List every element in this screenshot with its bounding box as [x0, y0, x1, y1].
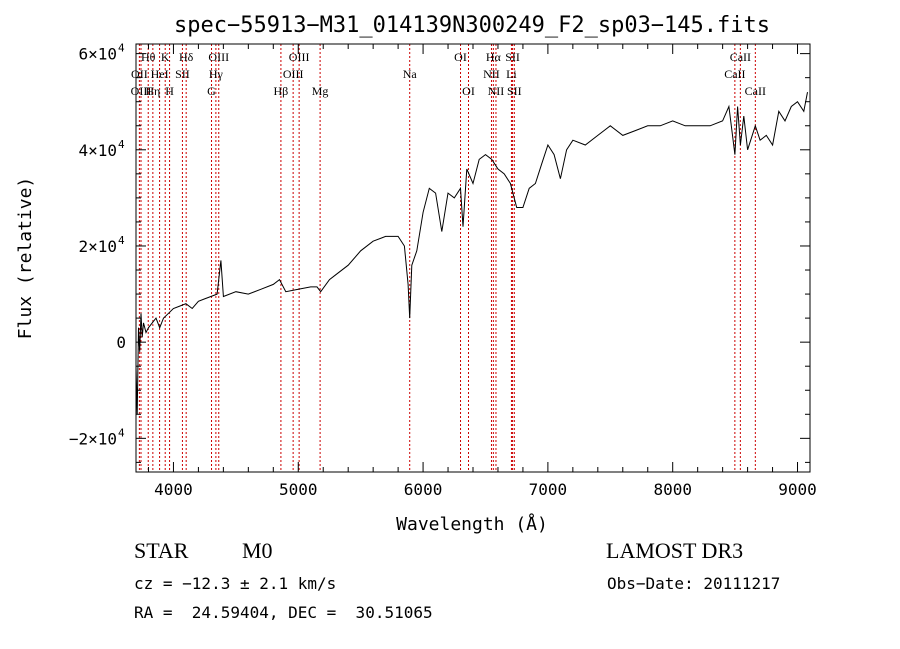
y-tick-label-0: −2×10: [69, 429, 117, 448]
y-tick-exponent-4: 4: [118, 42, 125, 55]
object-class: STAR: [134, 538, 189, 563]
spectral-line-label-22: SII: [505, 50, 520, 64]
spectral-line-label-7: SII: [175, 67, 190, 81]
y-tick-label-3: 4×10: [78, 141, 117, 160]
spectral-line-label-4: H: [165, 84, 174, 98]
x-tick-label-4: 8000: [653, 480, 692, 499]
spectral-line-label-17: OI: [454, 50, 467, 64]
spectral-line-label-14: OIII: [283, 67, 304, 81]
observation-date: Obs−Date: 20111217: [607, 574, 781, 593]
y-axis-label: Flux (relative): [15, 177, 36, 340]
spectral-line-label-15: Mg: [312, 84, 329, 98]
x-tick-label-0: 4000: [154, 480, 193, 499]
spectral-line-label-18: OI: [462, 84, 475, 98]
y-tick-label-2: 2×10: [78, 237, 117, 256]
spectral-line-label-13: OIII: [289, 50, 310, 64]
y-tick-label-4: 6×10: [78, 45, 117, 64]
x-tick-label-5: 9000: [778, 480, 817, 499]
coordinates: RA = 24.59404, DEC = 30.51065: [134, 603, 433, 622]
spectral-line-label-8: Hδ: [179, 50, 194, 64]
survey-name: LAMOST DR3: [606, 538, 744, 563]
x-axis-label: Wavelength (Å): [396, 513, 548, 535]
axis-ticks: 4000 5000 6000 7000 8000 9000−2×10 402×10 44×10…: [69, 42, 817, 499]
y-tick-exponent-3: 4: [118, 138, 125, 151]
spectral-line-label-1: OII: [131, 67, 148, 81]
spectral-line-label-9: OIII: [208, 50, 229, 64]
spectral-line-label-0: Hθ: [141, 50, 156, 64]
x-tick-label-2: 6000: [404, 480, 443, 499]
spectral-line-label-5: HeI: [151, 67, 169, 81]
y-tick-label-1: 0: [116, 333, 126, 352]
spectral-line-label-16: Na: [403, 67, 418, 81]
y-tick-exponent-2: 4: [118, 234, 125, 247]
spectral-line-label-3: K: [161, 50, 170, 64]
spectral-line-label-19: Hα: [486, 50, 502, 64]
spectrum-line: [135, 92, 808, 415]
x-tick-label-1: 5000: [279, 480, 318, 499]
spectral-line-label-6: Hη: [145, 84, 160, 98]
spectral-line-label-21: NII: [488, 84, 505, 98]
spectral-line-label-24: SII: [507, 84, 522, 98]
plot-frame: [135, 43, 811, 473]
spectral-line-label-12: Hβ: [274, 84, 289, 98]
spectral-line-label-25: CaII: [730, 50, 751, 64]
x-tick-label-3: 7000: [529, 480, 568, 499]
redshift-cz: cz = −12.3 ± 2.1 km/s: [134, 574, 337, 593]
spectral-line-label-10: Hγ: [209, 67, 224, 81]
chart-title: spec−55913−M31_014139N300249_F2_sp03−145…: [174, 13, 770, 38]
y-tick-exponent-0: 4: [118, 426, 125, 439]
spectral-line-label-20: NII: [483, 67, 500, 81]
spectral-line-label-11: G: [207, 84, 216, 98]
spectral-line-markers: [138, 44, 756, 472]
object-subclass: M0: [242, 538, 273, 563]
spectral-line-label-23: Li: [506, 67, 517, 81]
spectral-line-label-26: CaII: [724, 67, 745, 81]
spectral-line-label-27: CaII: [745, 84, 766, 98]
